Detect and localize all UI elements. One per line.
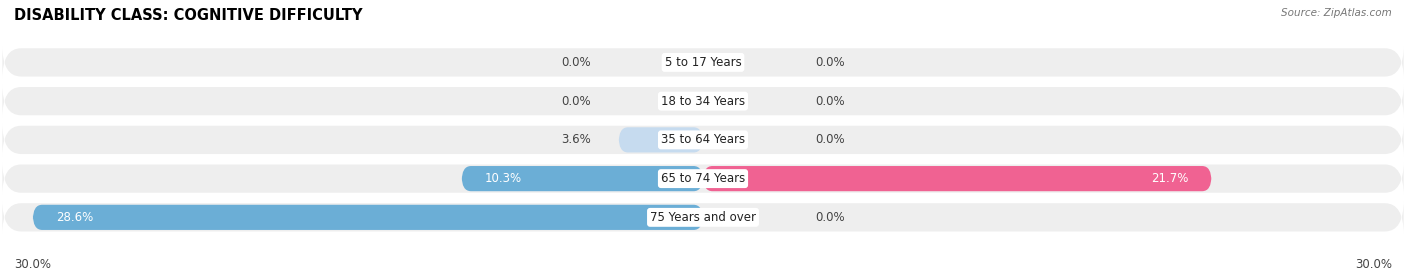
FancyBboxPatch shape (3, 45, 1403, 79)
Text: 21.7%: 21.7% (1150, 172, 1188, 185)
Text: 0.0%: 0.0% (815, 211, 845, 224)
Text: DISABILITY CLASS: COGNITIVE DIFFICULTY: DISABILITY CLASS: COGNITIVE DIFFICULTY (14, 8, 363, 23)
FancyBboxPatch shape (3, 200, 1403, 234)
Text: 0.0%: 0.0% (561, 95, 591, 108)
Text: 3.6%: 3.6% (561, 133, 591, 146)
FancyBboxPatch shape (3, 162, 1403, 196)
FancyBboxPatch shape (461, 166, 703, 191)
FancyBboxPatch shape (32, 205, 703, 230)
Text: 65 to 74 Years: 65 to 74 Years (661, 172, 745, 185)
FancyBboxPatch shape (3, 84, 1403, 118)
Text: 0.0%: 0.0% (815, 95, 845, 108)
Text: 0.0%: 0.0% (815, 56, 845, 69)
Text: 0.0%: 0.0% (815, 133, 845, 146)
Text: 30.0%: 30.0% (14, 258, 51, 269)
Text: 75 Years and over: 75 Years and over (650, 211, 756, 224)
Text: Source: ZipAtlas.com: Source: ZipAtlas.com (1281, 8, 1392, 18)
FancyBboxPatch shape (3, 123, 1403, 157)
Text: 28.6%: 28.6% (56, 211, 93, 224)
FancyBboxPatch shape (619, 127, 703, 153)
Text: 0.0%: 0.0% (561, 56, 591, 69)
Text: 30.0%: 30.0% (1355, 258, 1392, 269)
Text: 10.3%: 10.3% (485, 172, 522, 185)
Text: 35 to 64 Years: 35 to 64 Years (661, 133, 745, 146)
FancyBboxPatch shape (703, 166, 1212, 191)
Text: 18 to 34 Years: 18 to 34 Years (661, 95, 745, 108)
Text: 5 to 17 Years: 5 to 17 Years (665, 56, 741, 69)
